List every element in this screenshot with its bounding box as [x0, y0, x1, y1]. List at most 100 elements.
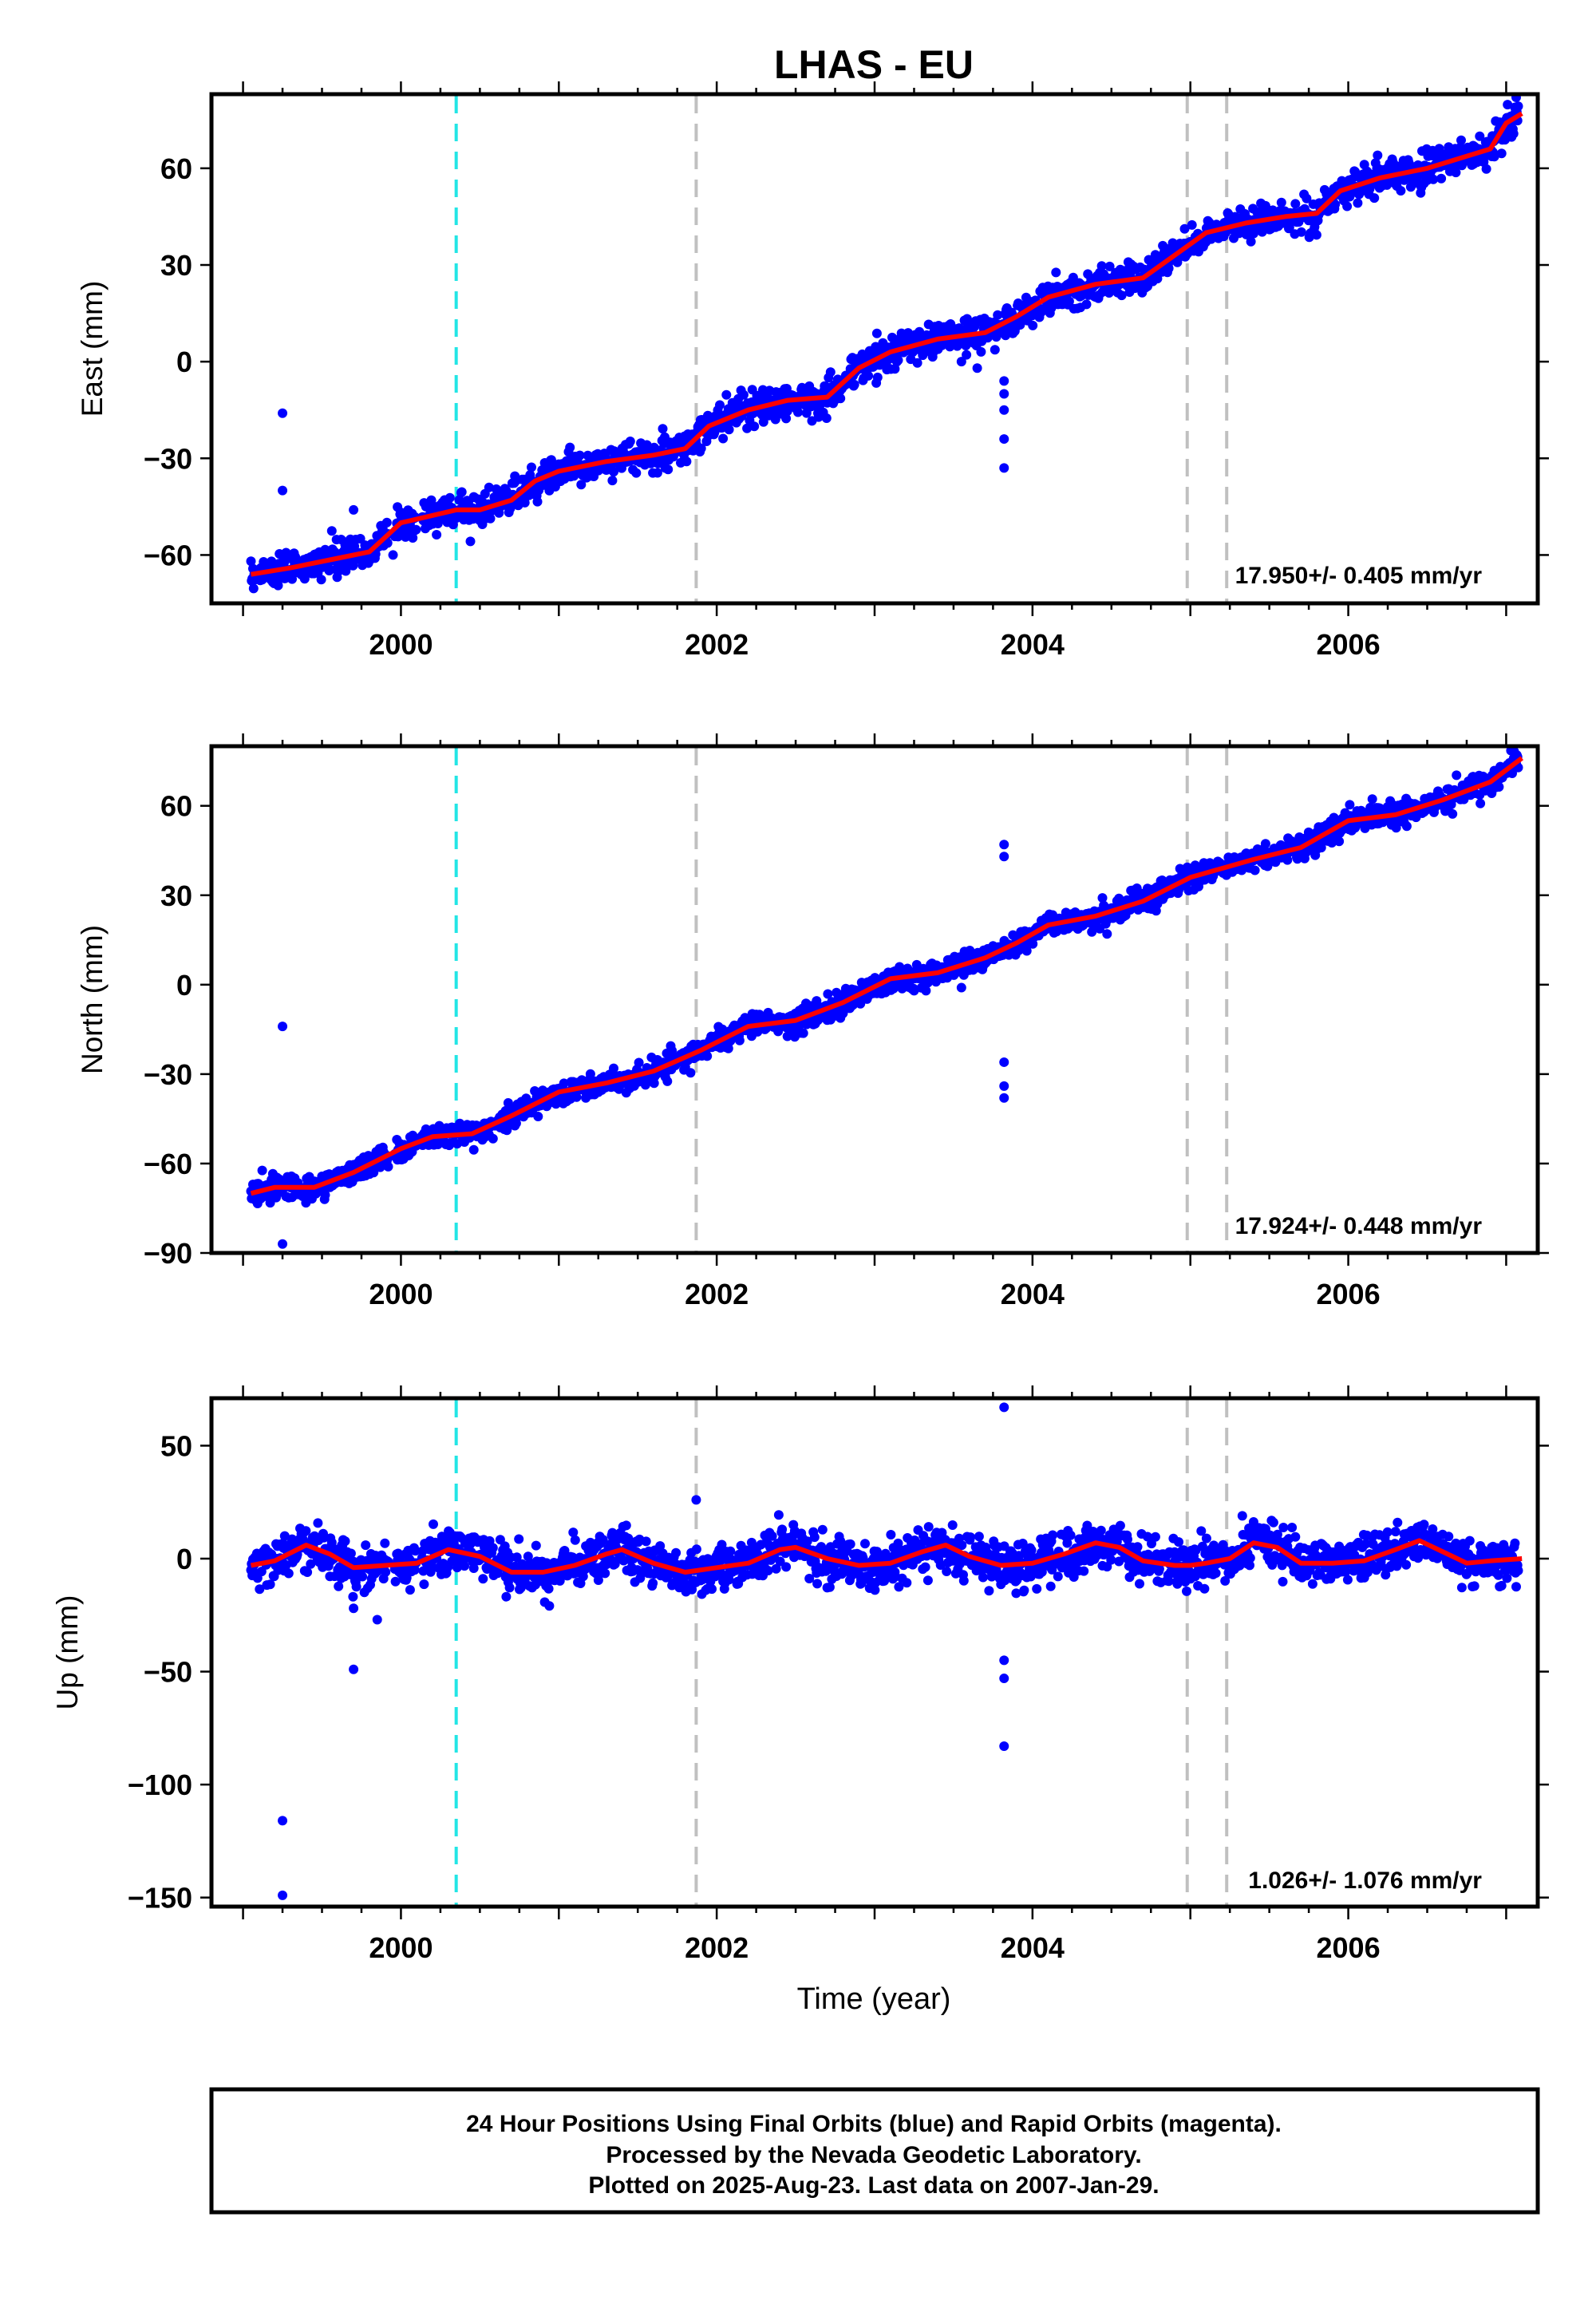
- position-point-1084: [976, 346, 986, 357]
- position-point-41: [273, 580, 283, 591]
- position-point-720: [734, 1035, 745, 1045]
- position-point-1491: [1246, 236, 1256, 247]
- position-point-1296: [1116, 290, 1127, 301]
- position-point-406: [527, 462, 536, 472]
- position-point-1652: [1353, 198, 1363, 208]
- position-point-1350: [1152, 274, 1163, 284]
- position-point-909: [860, 1539, 870, 1549]
- position-point-1640: [1345, 800, 1355, 810]
- outlier-point-4: [999, 376, 1009, 386]
- position-point-479: [575, 450, 585, 460]
- position-point-927: [871, 328, 882, 338]
- position-point-954: [890, 364, 900, 374]
- y-tick-label-30: 30: [160, 879, 192, 912]
- position-point-948: [886, 1530, 896, 1539]
- position-point-731: [742, 423, 753, 433]
- position-point-207: [383, 1161, 393, 1172]
- position-point-704: [724, 425, 734, 435]
- position-point-1869: [1496, 148, 1507, 159]
- position-point-779: [773, 1510, 784, 1520]
- position-point-950: [887, 332, 897, 342]
- position-point-1367: [1163, 263, 1174, 274]
- position-point-579: [641, 1536, 651, 1547]
- position-point-1105: [990, 345, 1000, 355]
- position-point-589: [648, 1578, 658, 1588]
- position-point-472: [570, 1535, 580, 1545]
- position-point-168: [358, 1571, 368, 1582]
- position-point-1524: [1268, 205, 1278, 215]
- position-point-154: [348, 1591, 358, 1602]
- position-point-481: [576, 480, 587, 490]
- position-point-416: [533, 1112, 543, 1121]
- velocity-annotation: 17.950+/- 0.405 mm/yr: [1235, 563, 1483, 589]
- position-point-808: [793, 407, 803, 417]
- position-point-837: [812, 1579, 823, 1589]
- chart-title: LHAS - EU: [774, 42, 974, 87]
- position-point-101: [313, 1518, 323, 1528]
- position-point-1001: [921, 986, 931, 996]
- y-tick-label--30: −30: [144, 1058, 192, 1091]
- position-point-202: [380, 1538, 390, 1548]
- position-point-301: [456, 487, 467, 497]
- position-point-1278: [1104, 261, 1115, 271]
- position-point-887: [845, 1539, 855, 1549]
- position-point-596: [652, 468, 662, 478]
- position-point-790: [781, 1562, 792, 1572]
- position-point-368: [501, 1591, 512, 1602]
- position-point-517: [600, 1568, 610, 1579]
- position-point-283: [444, 492, 455, 503]
- position-point-928: [872, 372, 883, 382]
- position-point-1062: [962, 350, 972, 360]
- position-point-1795: [1448, 808, 1458, 819]
- x-tick-label-2002: 2002: [685, 1278, 749, 1310]
- position-point-893: [849, 379, 859, 389]
- position-point-1391: [1179, 223, 1190, 234]
- position-point-1837: [1476, 798, 1486, 808]
- position-point-662: [696, 443, 706, 453]
- position-point-555: [625, 437, 635, 446]
- position-point-1546: [1282, 855, 1293, 865]
- position-point-959: [893, 355, 903, 366]
- position-point-1808: [1456, 135, 1466, 145]
- position-point-640: [681, 456, 692, 467]
- outlier-point-10: [388, 550, 398, 560]
- y-tick-label--60: −60: [144, 1148, 192, 1180]
- position-point-988: [912, 358, 922, 368]
- position-point-413: [531, 1540, 541, 1551]
- position-point-1537: [1276, 197, 1286, 207]
- position-point-1801: [1452, 770, 1462, 781]
- position-point-1677: [1369, 193, 1380, 204]
- position-point-872: [836, 393, 846, 404]
- position-point-1624: [1334, 836, 1345, 847]
- position-point-1162: [1028, 320, 1038, 330]
- position-point-1674: [1367, 794, 1377, 804]
- y-tick-label--30: −30: [144, 442, 192, 475]
- y-tick-label-0: 0: [176, 969, 192, 1002]
- position-point-1197: [1051, 267, 1061, 278]
- position-point-914: [863, 370, 874, 381]
- position-point-816: [798, 1028, 808, 1038]
- position-point-387: [514, 1534, 524, 1544]
- position-point-106: [316, 575, 326, 585]
- position-point-1894: [1513, 101, 1523, 112]
- position-points: [246, 1402, 1523, 1900]
- position-point-1109: [993, 310, 1003, 320]
- position-point-763: [763, 1566, 773, 1575]
- position-point-851: [821, 413, 832, 423]
- position-point-263: [432, 530, 442, 539]
- position-point-1508: [1257, 227, 1267, 237]
- outlier-point-0: [278, 1022, 288, 1032]
- position-point-142: [340, 1536, 350, 1547]
- position-point-530: [609, 467, 618, 477]
- position-point-333: [478, 1574, 488, 1584]
- outlier-point-6: [999, 1093, 1009, 1103]
- position-point-706: [725, 1546, 736, 1556]
- position-point-671: [702, 1051, 713, 1061]
- outlier-point-7: [999, 434, 1009, 445]
- position-point-1778: [1436, 173, 1447, 184]
- position-point-655: [691, 1544, 701, 1555]
- position-point-206: [382, 538, 393, 548]
- x-tick-label-2004: 2004: [1001, 1278, 1065, 1310]
- position-point-154: [348, 560, 358, 571]
